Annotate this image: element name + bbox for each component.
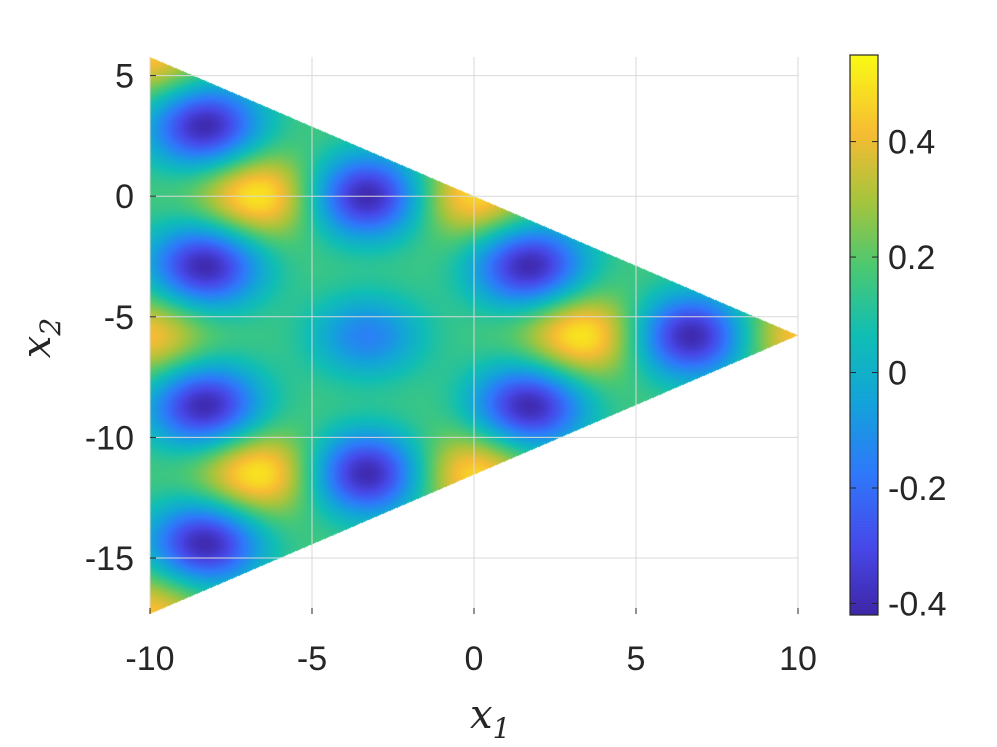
colorbar-tick-label: -0.4	[888, 585, 947, 623]
colorbar-tick-label: 0.4	[888, 124, 935, 162]
x-tick-label: -10	[125, 640, 174, 678]
x-tick-label: 0	[465, 640, 484, 678]
x-axis-ticks: -10 -5 0 5 10	[125, 608, 817, 678]
y-tick-label: 5	[115, 58, 134, 96]
y-tick-label: -10	[85, 419, 134, 457]
x-tick-label: -5	[297, 640, 327, 678]
y-tick-label: -15	[85, 540, 134, 578]
colorbar-gradient	[850, 55, 878, 615]
colorbar-tick-label: -0.2	[888, 470, 947, 508]
colorbar-tick-label: 0.2	[888, 239, 935, 277]
x-tick-label: 5	[627, 640, 646, 678]
x-tick-label: 10	[779, 640, 817, 678]
y-tick-label: 0	[115, 178, 134, 216]
x-axis-label: x1	[470, 692, 510, 745]
y-axis-label: x2	[14, 318, 67, 358]
colorbar-ticks: 0.4 0.2 0 -0.2 -0.4	[850, 124, 947, 623]
y-axis-ticks: 5 0 -5 -10 -15	[85, 58, 156, 578]
grid-lines	[149, 57, 799, 614]
colorbar-tick-label: 0	[888, 355, 907, 393]
y-tick-label: -5	[104, 299, 134, 337]
colorbar-frame	[849, 54, 879, 616]
